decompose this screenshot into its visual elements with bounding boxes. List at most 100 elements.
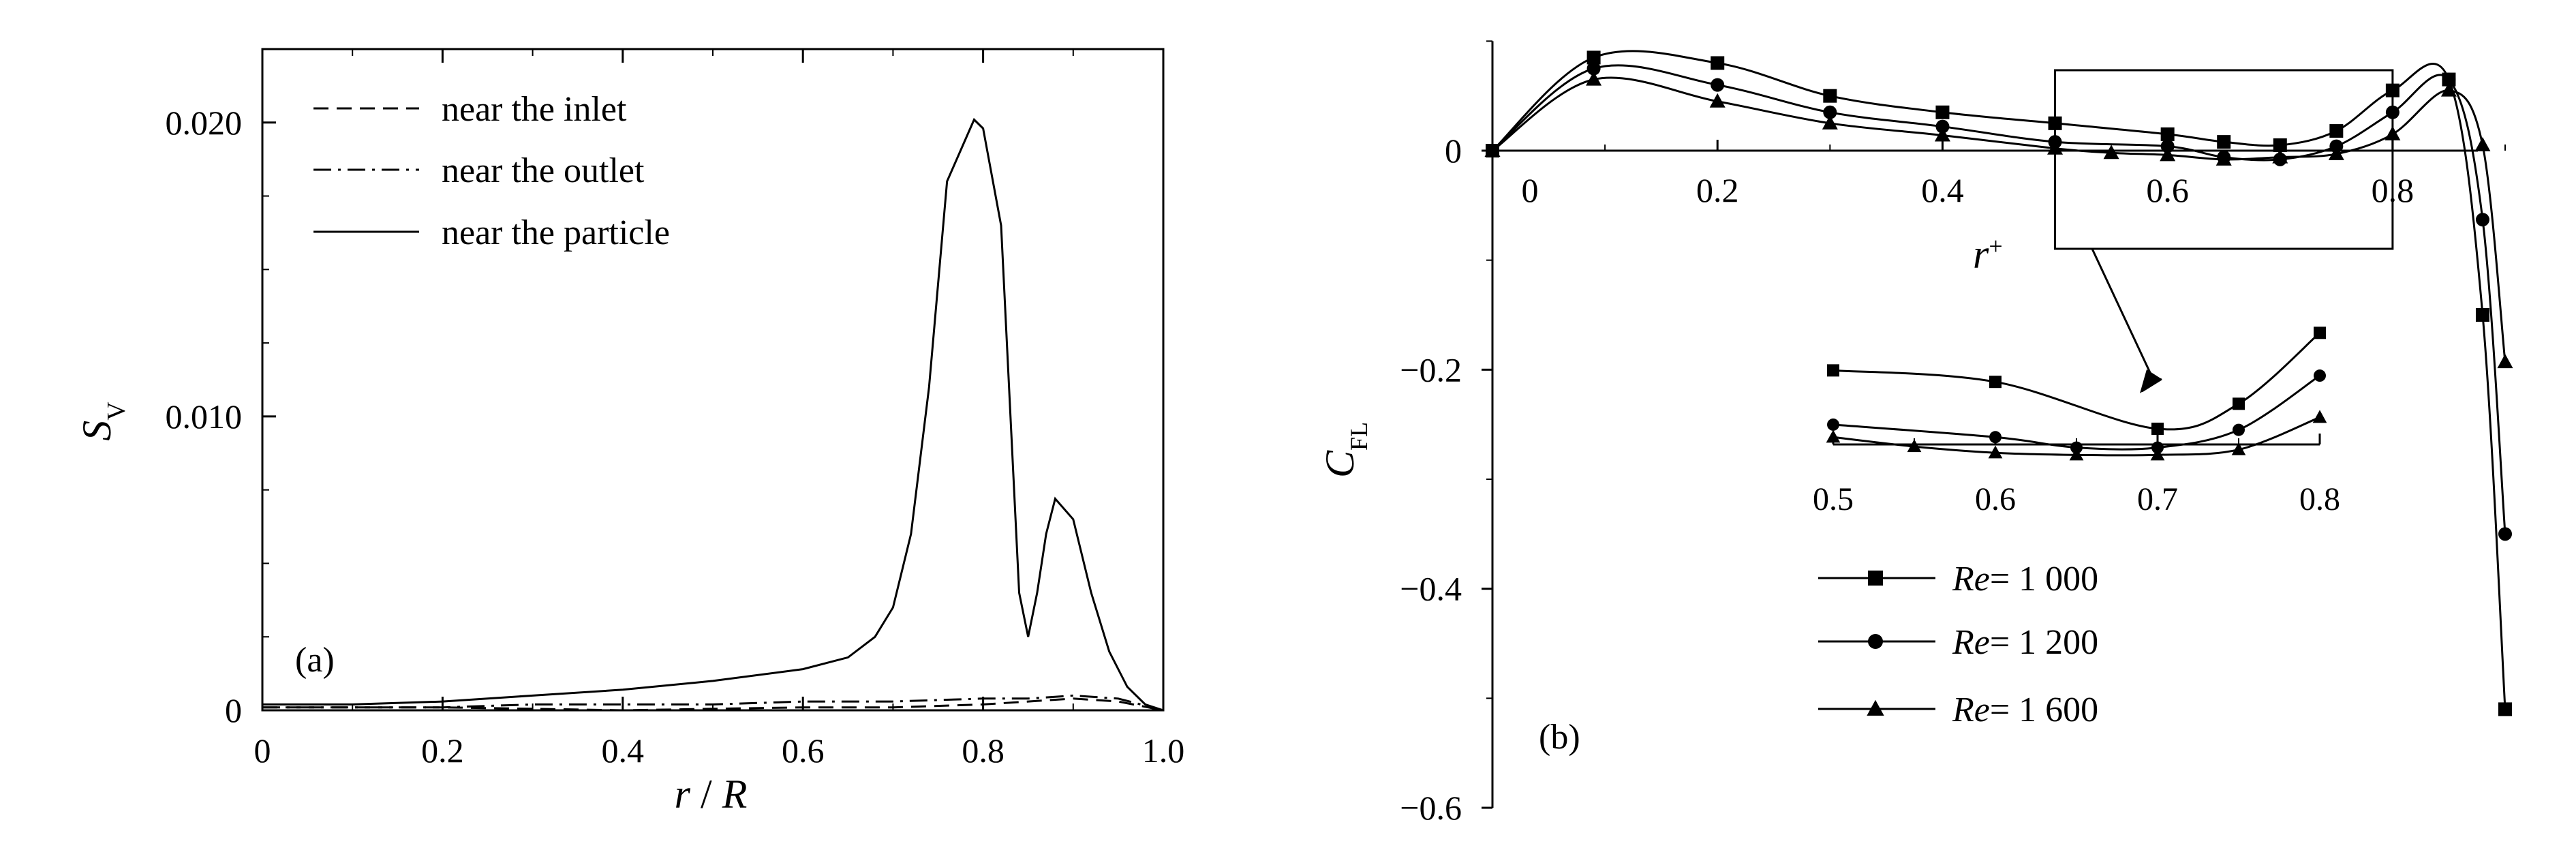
panel-a-frame [261,48,1165,712]
x-tick-label: 0.2 [421,731,464,770]
y-tick-label: 0 [1445,132,1462,170]
panel-b-axes: 0 0.2 0.4 0.6 0.8 0 −0.2 −0.4 −0.6 [1400,40,2506,827]
data-point [2475,213,2489,227]
panel-b-inset: 0.5 0.6 0.7 0.8 [1813,69,2394,517]
legend-marker [1867,699,1884,716]
x-tick-label: 0 [254,731,271,770]
inset-data-point [1827,364,1839,377]
data-point [2474,136,2491,151]
data-point [2217,135,2231,149]
panel-a-tag: (a) [295,641,335,680]
x-tick-label: 0.4 [602,731,645,770]
legend-label: near the particle [442,213,670,252]
legend-marker [1868,634,1883,649]
data-point [2442,72,2456,87]
panel-b-y-axis-label: CFL [1317,422,1373,478]
x-tick-label: 0.4 [1921,171,1964,209]
y-tick-label: −0.6 [1400,789,1462,827]
data-point [2497,354,2513,369]
data-point [1711,78,1725,92]
data-point [2215,151,2232,166]
inset-data-point [1827,418,1839,431]
data-point [1823,105,1837,119]
x-tick-label: 0.6 [782,731,825,770]
data-point [2498,527,2512,541]
inset-series-line [1833,332,2320,431]
series-line [262,117,1164,712]
x-tick-label: 0.2 [1696,171,1739,209]
legend-label: Re= 1 000 [1952,560,2098,599]
inset-data-point [2231,442,2246,455]
zoom-box [2054,69,2394,250]
panel-a-x-axis-label: r / R [675,772,748,817]
panel-a-chart: 0 0.2 0.4 0.6 0.8 1.0 0 0.010 0.020 near the inl… [74,48,1185,817]
inset-data-point [2069,447,2084,461]
data-point [2272,149,2288,164]
legend-label-value: = 1 200 [1990,623,2098,662]
y-tick-label: −0.2 [1400,350,1462,389]
legend-label-value: = 1 000 [1990,560,2098,599]
inset-data-point [2233,397,2245,410]
x-tick-label: 0 [1522,171,1539,209]
data-point [1709,93,1726,108]
inset-data-point [2314,369,2326,382]
inset-x-tick-label: 0.5 [1813,481,1854,517]
data-point [2160,127,2175,141]
x-tick-label: 1.0 [1142,731,1185,770]
data-point [1586,50,1601,65]
panel-a-legend: near the inlet near the outlet near the pa… [313,90,670,252]
inset-data-point [1826,429,1841,443]
data-point [1823,89,1837,103]
legend-label: near the outlet [442,151,645,190]
inset-data-point [2151,423,2164,436]
data-point [2103,145,2119,160]
inset-data-point [1907,439,1922,453]
legend-label-variable: Re [1952,560,1990,599]
zoom-arrow-shaft-end [2141,378,2162,393]
inset-data-point [2233,423,2245,436]
legend-label: Re= 1 200 [1952,623,2098,662]
data-point [1935,105,1950,119]
data-point [1935,119,1950,134]
data-point [2475,308,2489,322]
inset-data-point [1989,376,2002,389]
data-point [2328,145,2344,160]
panel-a-axes: 0 0.2 0.4 0.6 0.8 1.0 0 0.010 0.020 [166,48,1185,770]
data-point [1822,115,1838,130]
y-tick-label: −0.4 [1400,570,1462,608]
data-point [2160,147,2176,162]
series-line [1492,64,2506,534]
y-tick-label: 0 [225,691,242,729]
inset-x-tick-label: 0.7 [2137,481,2178,517]
data-point [1586,61,1601,76]
legend-marker [1868,571,1883,586]
legend-label-variable: Re [1952,623,1990,662]
inset-data-point [1989,431,2002,444]
legend-label: Re= 1 600 [1952,691,2098,729]
x-tick-label: 0.8 [962,731,1005,770]
panel-a-series-lines [262,117,1164,712]
inset-data-point [2312,410,2327,423]
legend-label: near the inlet [442,90,627,129]
inset-data-point [2150,447,2165,461]
y-tick-label: 0.010 [166,397,243,436]
data-point [2498,702,2512,716]
zoom-arrow-head [2140,369,2162,393]
legend-label-variable: Re [1952,691,1990,729]
panel-b-x-axis-label: r+ [1973,232,2003,277]
inset-x-tick-label: 0.6 [1975,481,2016,517]
data-point [2440,82,2457,97]
inset-data-point [1988,445,2003,459]
data-point [1586,71,1602,86]
zoom-arrow [2091,248,2153,378]
data-point [1711,56,1725,70]
data-point [2329,124,2344,138]
legend-label-value: = 1 600 [1990,691,2098,729]
panel-b-tag: (b) [1539,718,1580,757]
panel-a-y-axis-label: SV [74,402,131,441]
inset-data-point [2314,327,2326,339]
inset-x-tick-label: 0.8 [2299,481,2340,517]
inset-series-line [1833,374,2320,451]
